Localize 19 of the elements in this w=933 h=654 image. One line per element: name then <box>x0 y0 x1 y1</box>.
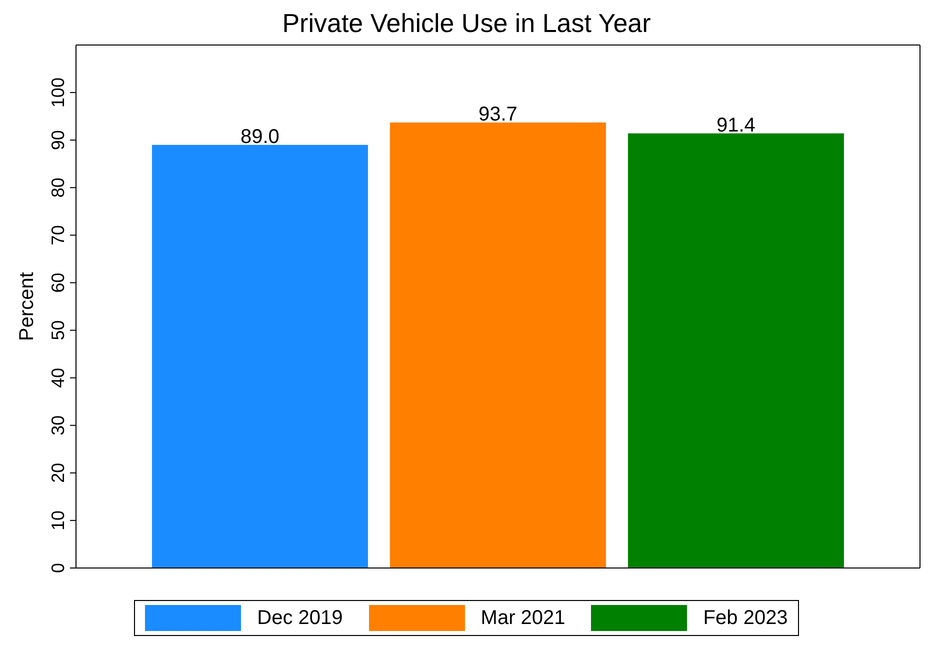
data-label: 89.0 <box>240 126 280 148</box>
y-tick-label: 80 <box>48 178 68 198</box>
y-tick-label: 40 <box>48 368 68 388</box>
y-tick-label: 10 <box>48 510 68 530</box>
legend-label: Feb 2023 <box>703 606 788 630</box>
y-tick-label: 50 <box>48 320 68 340</box>
legend-label: Mar 2021 <box>480 606 566 630</box>
y-tick-label: 20 <box>48 462 68 483</box>
y-tick-label: 70 <box>48 225 68 246</box>
data-label: 91.4 <box>716 114 756 136</box>
y-tick-label: 90 <box>48 130 68 150</box>
y-tick-label: 0 <box>48 562 68 574</box>
y-tick-label: 60 <box>48 272 68 293</box>
y-tick-label: 30 <box>48 415 68 436</box>
data-label: 93.7 <box>478 104 518 126</box>
y-axis-title: Percent <box>16 272 38 341</box>
chart-title: Private Vehicle Use in Last Year <box>281 8 652 38</box>
y-tick-label: 100 <box>48 78 68 108</box>
legend-label: Dec 2019 <box>257 606 343 630</box>
